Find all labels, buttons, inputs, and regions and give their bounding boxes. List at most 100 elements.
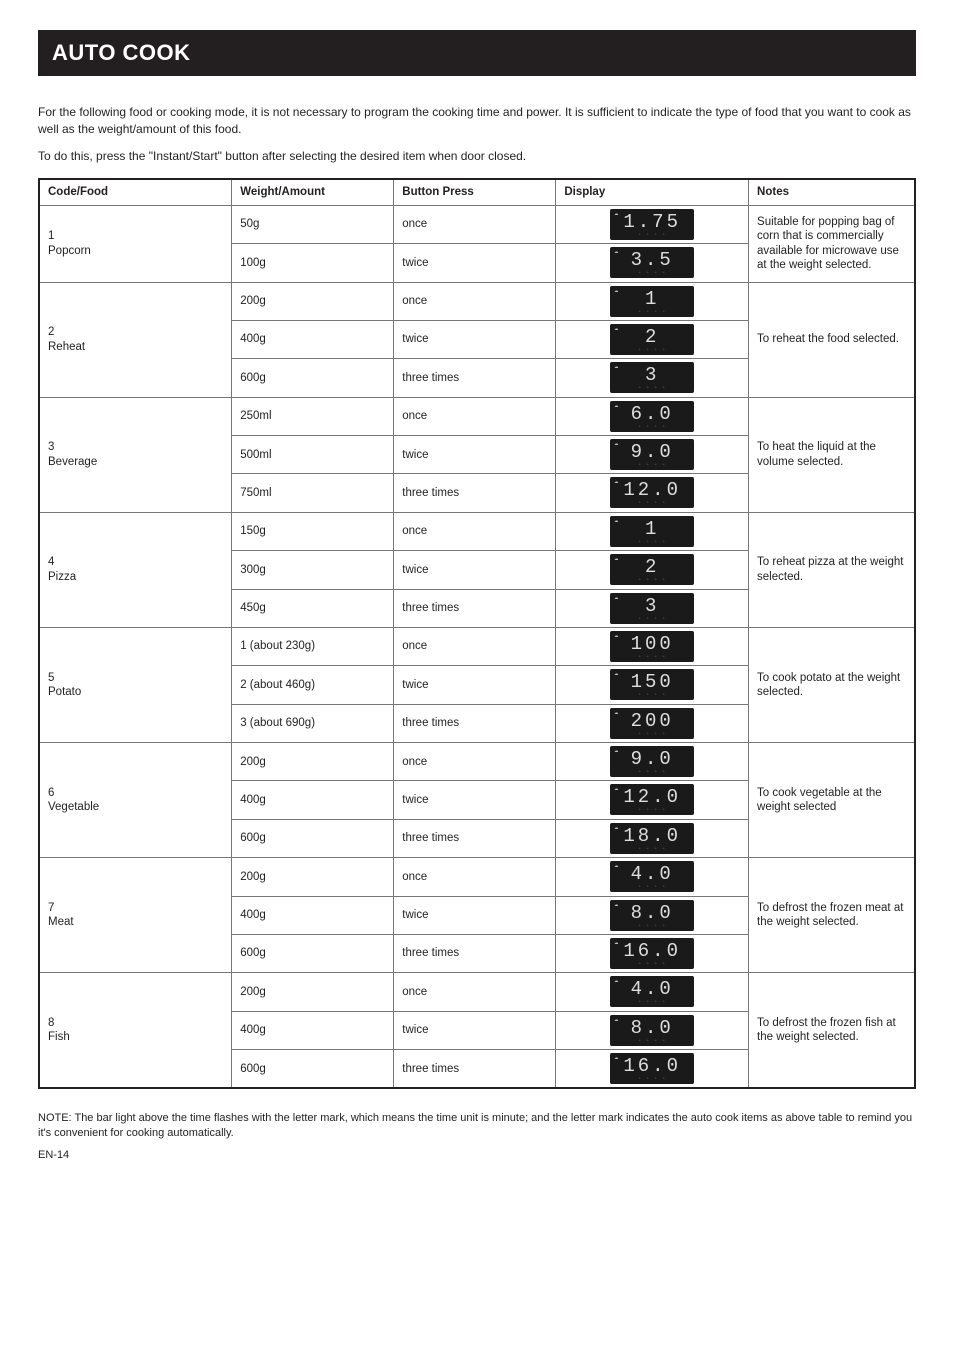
cell-weight: 600g xyxy=(232,1050,394,1089)
auto-cook-table: Code/Food Weight/Amount Button Press Dis… xyxy=(38,178,916,1089)
cell-weight: 100g xyxy=(232,244,394,282)
cell-code: 7Meat xyxy=(39,858,232,973)
lcd-display: 8.0 ▫ ▫ ▫ ▫ xyxy=(610,900,694,931)
cell-press: once xyxy=(394,282,556,320)
cell-display: 6.0 ▫ ▫ ▫ ▫ xyxy=(556,397,749,435)
cell-weight: 400g xyxy=(232,320,394,358)
col-weight: Weight/Amount xyxy=(232,179,394,205)
lcd-display: 1.75▫ ▫ ▫ ▫ xyxy=(610,209,694,240)
cell-weight: 200g xyxy=(232,743,394,781)
lcd-display: 3 ▫ ▫ ▫ ▫ xyxy=(610,593,694,624)
cell-weight: 2 (about 460g) xyxy=(232,666,394,704)
cell-code: 2Reheat xyxy=(39,282,232,397)
col-press: Button Press xyxy=(394,179,556,205)
cell-weight: 600g xyxy=(232,359,394,397)
table-row: 5Potato1 (about 230g)once 100▫ ▫ ▫ ▫To c… xyxy=(39,627,915,665)
intro-p1: For the following food or cooking mode, … xyxy=(38,104,916,138)
lcd-display: 100▫ ▫ ▫ ▫ xyxy=(610,631,694,662)
cell-press: three times xyxy=(394,359,556,397)
cell-press: three times xyxy=(394,589,556,627)
cell-weight: 450g xyxy=(232,589,394,627)
lcd-display: 8.0 ▫ ▫ ▫ ▫ xyxy=(610,1015,694,1046)
cell-press: three times xyxy=(394,934,556,972)
table-row: 7Meat200gonce 4.0 ▫ ▫ ▫ ▫To defrost the … xyxy=(39,858,915,896)
intro-p2: To do this, press the "Instant/Start" bu… xyxy=(38,148,916,165)
cell-press: twice xyxy=(394,781,556,819)
cell-display: 8.0 ▫ ▫ ▫ ▫ xyxy=(556,896,749,934)
cell-weight: 400g xyxy=(232,896,394,934)
lcd-display: 4.0 ▫ ▫ ▫ ▫ xyxy=(610,976,694,1007)
cell-display: 18.0 ▫ ▫ ▫ ▫ xyxy=(556,819,749,857)
cell-weight: 150g xyxy=(232,512,394,550)
cell-weight: 200g xyxy=(232,282,394,320)
cell-display: 100▫ ▫ ▫ ▫ xyxy=(556,627,749,665)
lcd-display: 4.0 ▫ ▫ ▫ ▫ xyxy=(610,861,694,892)
cell-code: 1Popcorn xyxy=(39,205,232,282)
cell-code: 5Potato xyxy=(39,627,232,742)
cell-display: 12.0 ▫ ▫ ▫ ▫ xyxy=(556,781,749,819)
cell-code: 4Pizza xyxy=(39,512,232,627)
cell-display: 16.0 ▫ ▫ ▫ ▫ xyxy=(556,1050,749,1089)
cell-press: once xyxy=(394,973,556,1011)
cell-weight: 750ml xyxy=(232,474,394,512)
footer-note: NOTE: The bar light above the time flash… xyxy=(38,1111,916,1141)
cell-display: 12.0 ▫ ▫ ▫ ▫ xyxy=(556,474,749,512)
cell-weight: 250ml xyxy=(232,397,394,435)
cell-press: once xyxy=(394,205,556,243)
cell-press: three times xyxy=(394,474,556,512)
cell-press: once xyxy=(394,627,556,665)
table-row: 6Vegetable200gonce 9.0 ▫ ▫ ▫ ▫To cook ve… xyxy=(39,743,915,781)
cell-press: once xyxy=(394,743,556,781)
lcd-display: 16.0 ▫ ▫ ▫ ▫ xyxy=(610,1053,694,1084)
cell-press: three times xyxy=(394,1050,556,1089)
cell-display: 3 ▫ ▫ ▫ ▫ xyxy=(556,359,749,397)
cell-display: 3.5 ▫ ▫ ▫ ▫ xyxy=(556,244,749,282)
cell-weight: 400g xyxy=(232,781,394,819)
cell-display: 8.0 ▫ ▫ ▫ ▫ xyxy=(556,1011,749,1049)
cell-code: 3Beverage xyxy=(39,397,232,512)
col-notes: Notes xyxy=(749,179,915,205)
col-code: Code/Food xyxy=(39,179,232,205)
cell-notes: Suitable for popping bag of corn that is… xyxy=(749,205,915,282)
cell-weight: 50g xyxy=(232,205,394,243)
table-row: 8Fish200gonce 4.0 ▫ ▫ ▫ ▫To defrost the … xyxy=(39,973,915,1011)
table-row: 1Popcorn50gonce 1.75▫ ▫ ▫ ▫Suitable for … xyxy=(39,205,915,243)
cell-display: 1.75▫ ▫ ▫ ▫ xyxy=(556,205,749,243)
cell-display: 9.0 ▫ ▫ ▫ ▫ xyxy=(556,743,749,781)
cell-weight: 1 (about 230g) xyxy=(232,627,394,665)
cell-notes: To defrost the frozen meat at the weight… xyxy=(749,858,915,973)
lcd-display: 18.0 ▫ ▫ ▫ ▫ xyxy=(610,823,694,854)
cell-weight: 600g xyxy=(232,934,394,972)
cell-weight: 3 (about 690g) xyxy=(232,704,394,742)
cell-press: once xyxy=(394,512,556,550)
cell-code: 8Fish xyxy=(39,973,232,1089)
cell-weight: 400g xyxy=(232,1011,394,1049)
cell-press: twice xyxy=(394,1011,556,1049)
lcd-display: 150▫ ▫ ▫ ▫ xyxy=(610,669,694,700)
cell-display: 4.0 ▫ ▫ ▫ ▫ xyxy=(556,973,749,1011)
cell-press: three times xyxy=(394,704,556,742)
table-header-row: Code/Food Weight/Amount Button Press Dis… xyxy=(39,179,915,205)
lcd-display: 12.0 ▫ ▫ ▫ ▫ xyxy=(610,784,694,815)
cell-display: 200▫ ▫ ▫ ▫ xyxy=(556,704,749,742)
cell-display: 9.0 ▫ ▫ ▫ ▫ xyxy=(556,436,749,474)
cell-press: twice xyxy=(394,666,556,704)
cell-weight: 300g xyxy=(232,551,394,589)
table-row: 4Pizza150gonce 1 ▫ ▫ ▫ ▫To reheat pizza … xyxy=(39,512,915,550)
cell-press: once xyxy=(394,397,556,435)
cell-display: 1 ▫ ▫ ▫ ▫ xyxy=(556,282,749,320)
cell-press: three times xyxy=(394,819,556,857)
cell-weight: 600g xyxy=(232,819,394,857)
cell-display: 2 ▫ ▫ ▫ ▫ xyxy=(556,320,749,358)
cell-notes: To cook potato at the weight selected. xyxy=(749,627,915,742)
cell-weight: 200g xyxy=(232,973,394,1011)
cell-press: twice xyxy=(394,436,556,474)
intro-text: For the following food or cooking mode, … xyxy=(38,104,916,164)
lcd-display: 16.0 ▫ ▫ ▫ ▫ xyxy=(610,938,694,969)
cell-display: 3 ▫ ▫ ▫ ▫ xyxy=(556,589,749,627)
lcd-display: 9.0 ▫ ▫ ▫ ▫ xyxy=(610,746,694,777)
cell-notes: To cook vegetable at the weight selected xyxy=(749,743,915,858)
cell-notes: To reheat pizza at the weight selected. xyxy=(749,512,915,627)
cell-display: 16.0 ▫ ▫ ▫ ▫ xyxy=(556,934,749,972)
col-display: Display xyxy=(556,179,749,205)
